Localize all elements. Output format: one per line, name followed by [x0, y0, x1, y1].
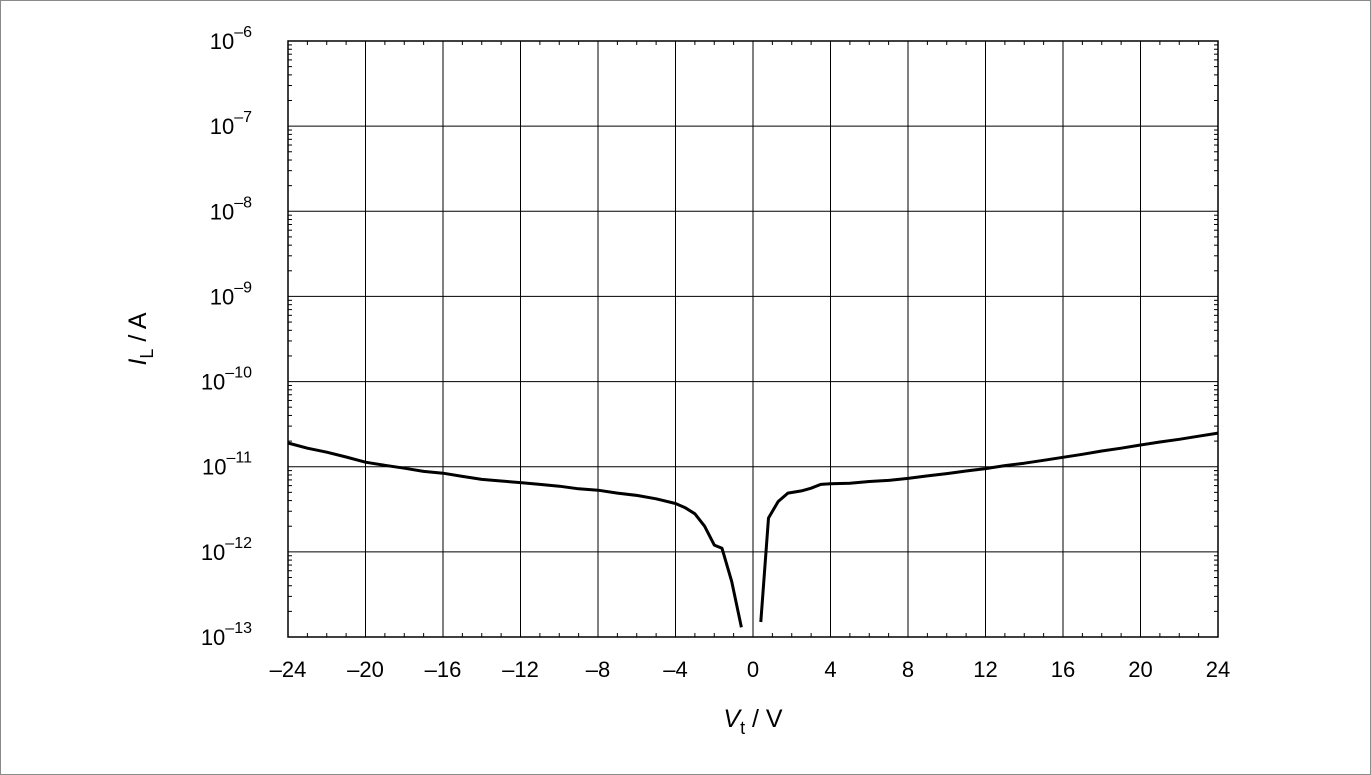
data-layer — [287, 431, 1219, 628]
y-tick-label: 10–7 — [210, 109, 252, 139]
x-tick-labels: –24 –20 –16 –12 –8 –4 0 4 8 12 16 20 24 — [270, 657, 1231, 682]
y-tick-label: 10–11 — [202, 450, 252, 480]
series-line — [287, 441, 743, 628]
x-axis-title: Vt / V — [723, 705, 783, 738]
y-tick-label: 10–13 — [201, 620, 252, 650]
x-tick-label: –12 — [502, 657, 539, 682]
x-tick-label: 4 — [824, 657, 836, 682]
series-line — [759, 431, 1219, 623]
y-axis-title: IL / A — [124, 312, 157, 365]
x-tick-label: –4 — [663, 657, 687, 682]
x-tick-label: –8 — [586, 657, 610, 682]
y-tick-labels: 10–13 10–12 10–11 10–10 10–9 10–8 10–7 10–6 — [201, 24, 252, 650]
y-tick-label: 10–12 — [201, 535, 252, 565]
y-tick-label: 10–6 — [210, 24, 252, 54]
plot-area — [287, 40, 1219, 638]
y-tick-label: 10–8 — [210, 194, 252, 224]
x-tick-label: 8 — [902, 657, 914, 682]
x-tick-label: 12 — [973, 657, 997, 682]
x-tick-label: 0 — [747, 657, 759, 682]
x-tick-label: 16 — [1051, 657, 1075, 682]
x-tick-label: 20 — [1128, 657, 1152, 682]
grid — [288, 41, 1218, 637]
x-tick-label: 24 — [1206, 657, 1230, 682]
x-tick-label: –20 — [347, 657, 384, 682]
y-tick-label: 10–10 — [201, 365, 252, 395]
x-tick-label: –24 — [270, 657, 307, 682]
x-tick-label: –16 — [425, 657, 462, 682]
y-tick-label: 10–9 — [210, 279, 252, 309]
